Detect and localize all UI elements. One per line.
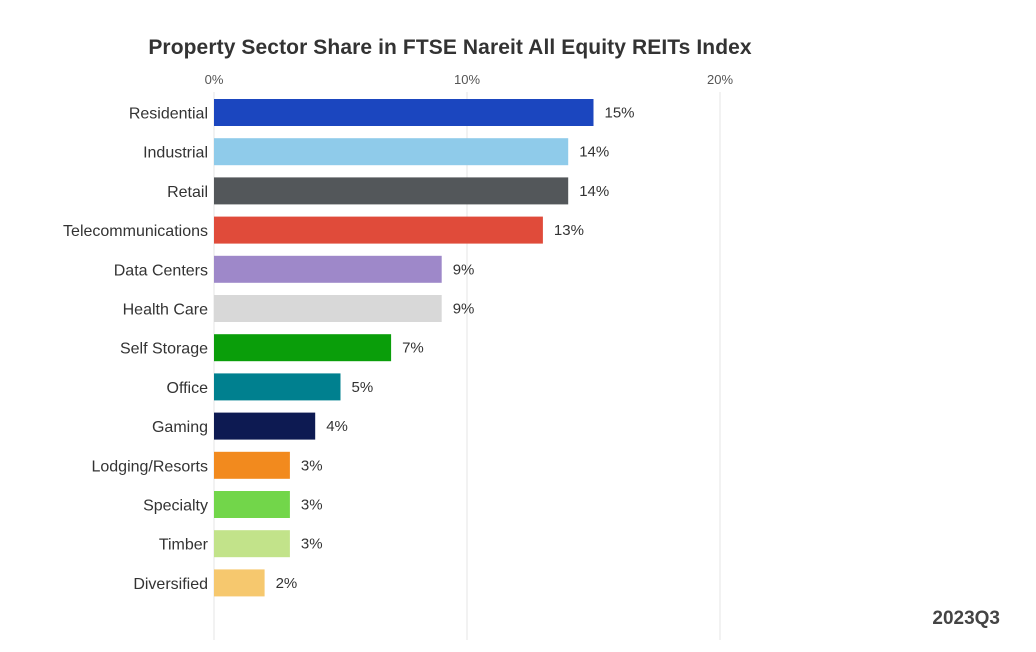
value-label: 5%: [352, 379, 374, 396]
bar-residential: [214, 99, 594, 126]
value-label: 14%: [579, 183, 609, 200]
bar-industrial: [214, 138, 569, 166]
bar-lodging-resorts: [214, 451, 290, 479]
category-label: Specialty: [143, 498, 208, 515]
bar-gaming: [214, 412, 316, 440]
category-label: Gaming: [152, 419, 208, 436]
category-label: Retail: [167, 184, 208, 201]
bar-timber: [214, 530, 290, 558]
x-axis-ticks: 0% 10% 20%: [205, 72, 734, 87]
bar-diversified: [214, 569, 265, 597]
value-label: 7%: [402, 340, 424, 357]
category-label: Residential: [129, 106, 208, 123]
x-tick-label: 0%: [205, 72, 224, 87]
value-label: 3%: [301, 457, 323, 474]
category-label: Diversified: [133, 576, 208, 593]
gridlines: [213, 92, 721, 640]
value-labels: 15% 14% 14% 13% 9% 9% 7% 5% 4% 3% 3% 3% 2%: [276, 105, 635, 592]
chart-title: Property Sector Share in FTSE Nareit All…: [148, 36, 752, 59]
period-label: 2023Q3: [932, 608, 1000, 629]
value-label: 9%: [453, 261, 475, 278]
category-label: Lodging/Resorts: [91, 458, 208, 475]
value-label: 9%: [453, 301, 475, 318]
category-label: Timber: [159, 537, 209, 554]
x-tick-label: 10%: [454, 72, 480, 87]
category-label: Telecommunications: [63, 223, 208, 240]
bar-health-care: [214, 295, 442, 322]
category-label: Health Care: [123, 302, 208, 319]
value-label: 15%: [605, 105, 635, 122]
category-label: Industrial: [143, 145, 208, 162]
value-label: 3%: [301, 536, 323, 553]
bar-specialty: [214, 491, 290, 518]
value-label: 2%: [276, 575, 298, 592]
category-labels: Residential Industrial Retail Telecommunica…: [63, 106, 209, 593]
category-label: Office: [167, 380, 209, 397]
bar-office: [214, 373, 341, 401]
x-tick-label: 20%: [707, 72, 733, 87]
category-label: Data Centers: [114, 262, 208, 279]
bar-data-centers: [214, 255, 442, 283]
bars: [214, 99, 594, 597]
value-label: 4%: [326, 418, 348, 435]
bar-retail: [214, 177, 569, 205]
bar-telecommunications: [214, 216, 543, 244]
value-label: 3%: [301, 497, 323, 514]
value-label: 13%: [554, 222, 584, 239]
value-label: 14%: [579, 144, 609, 161]
category-label: Self Storage: [120, 341, 208, 358]
bar-self-storage: [214, 334, 392, 362]
